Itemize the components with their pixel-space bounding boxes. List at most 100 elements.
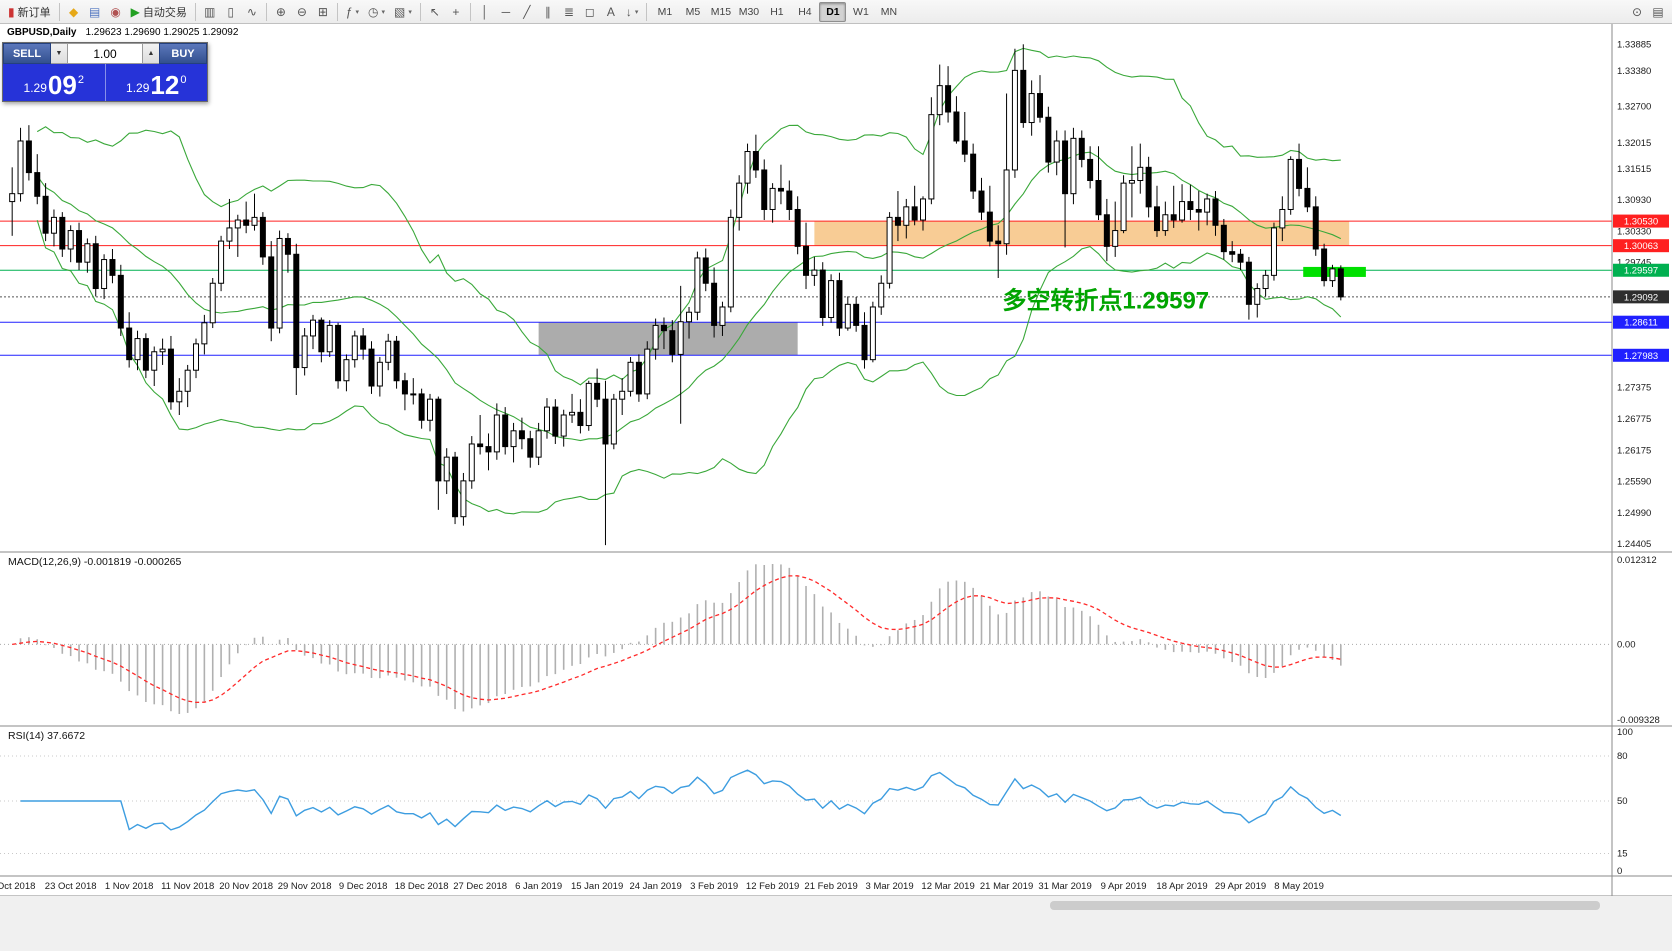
market-watch-button[interactable]: ◆ [64,2,84,22]
crosshair-button[interactable]: + [446,2,466,22]
date-tick-label: 31 Mar 2019 [1038,881,1091,892]
horizontal-line-button[interactable]: ─ [496,2,516,22]
trendline-button[interactable]: ╱ [517,2,537,22]
search-button[interactable]: ⊙ [1627,2,1647,22]
rsi-indicator-label: RSI(14) 37.6672 [8,730,85,742]
price-level-badge [1613,263,1669,277]
timeframe-m5-button[interactable]: M5 [679,2,706,22]
equidistant-channel-button[interactable]: ∥ [538,2,558,22]
candle-body [1095,180,1102,216]
candle-body [142,338,149,371]
sell-price-display[interactable]: 1.29 09 2 [3,64,106,101]
candle-body [1087,158,1094,182]
buy-button[interactable]: BUY [159,43,207,64]
timeframe-w1-button[interactable]: W1 [847,2,874,22]
candle-body [761,169,768,210]
arrow-objects-button[interactable]: ↓ ▾ [622,2,643,22]
candle-body [234,219,241,229]
candle-body [34,172,41,197]
toolbar-sep [419,2,421,21]
price-tick-label: 1.24405 [1617,539,1651,550]
window-list-button[interactable]: ▤ [1648,2,1668,22]
candlestick-chart-button[interactable]: ▯ [221,2,241,22]
candle-body [769,187,776,210]
candle-body [1011,69,1018,171]
timeframe-m30-button[interactable]: M30 [735,2,762,22]
price-tick-label: 1.33380 [1617,66,1651,77]
candle-body [1204,198,1211,213]
volume-decrease-button[interactable]: ▼ [51,43,67,64]
candle-body [435,398,442,482]
line-chart-button[interactable]: ∿ [242,2,262,22]
indicators-button[interactable]: ƒ ▾ [342,2,363,22]
symbol-ohlc-header: GBPUSD,Daily 1.29623 1.29690 1.29025 1.2… [7,27,238,38]
buy-price-display[interactable]: 1.29 12 0 [106,64,208,101]
timeframe-h4-label: H4 [798,5,812,18]
candle-body [660,324,667,332]
date-tick-label: 21 Mar 2019 [980,881,1033,892]
indicators-icon: ƒ [345,4,353,19]
zoom-out-button[interactable]: ⊖ [292,2,312,22]
horizontal-scrollbar-thumb[interactable] [1050,901,1600,910]
candle-body [677,321,684,355]
candle-body [518,430,525,440]
templates-button[interactable]: ▧ ▾ [390,2,416,22]
toolbar-sep [646,2,648,21]
chart-canvas[interactable]: 多空转折点1.29597 1.33885 1.33380 1.32700 1.32015… [0,24,1672,951]
price-level-badge-label: 1.30063 [1624,241,1658,252]
candle-body [1254,288,1261,305]
candle-body [293,253,300,369]
candle-body [936,85,943,116]
shapes-button[interactable]: ◻ [580,2,600,22]
price-level-badge [1613,348,1669,362]
candle-body [920,198,927,221]
volume-input[interactable]: 1.00 [67,43,143,64]
price-tick-label: 1.26775 [1617,414,1651,425]
arrow-objects-caret-icon: ▾ [634,8,639,16]
candle-body [101,259,108,290]
candle-body [9,193,16,203]
autotrading-button[interactable]: ▶ 自动交易 [127,2,191,22]
tile-windows-button[interactable]: ⊞ [313,2,333,22]
cursor-button[interactable]: ↖ [425,2,445,22]
price-level-badge [1613,214,1669,228]
date-tick-label: 15 Jan 2019 [571,881,623,892]
candle-body [995,240,1002,245]
price-level-badge-label: 1.30530 [1624,217,1658,228]
zoom-in-button[interactable]: ⊕ [271,2,291,22]
sell-price-prefix: 1.29 [23,81,47,95]
resistance-zone [814,221,1350,246]
timeframe-d1-button[interactable]: D1 [819,1,847,22]
volume-increase-button[interactable]: ▲ [143,43,159,64]
zoom-in-icon: ⊕ [275,4,286,19]
candle-body [443,456,450,482]
new-order-button[interactable]: ▮ 新订单 [4,2,55,22]
candle-body [485,446,492,453]
candle-body [1279,208,1286,229]
date-tick-label: 24 Jan 2019 [629,881,681,892]
timeframe-h1-button[interactable]: H1 [763,2,790,22]
date-tick-label: 9 Dec 2018 [339,881,388,892]
sell-button[interactable]: SELL [3,43,51,64]
timeframe-m15-button[interactable]: M15 [707,2,734,22]
timeframe-m1-button[interactable]: M1 [651,2,678,22]
data-window-button[interactable]: ▤ [85,2,105,22]
timeframe-h4-button[interactable]: H4 [791,2,818,22]
candle-body [644,348,651,395]
buy-price-prefix: 1.29 [126,81,150,95]
bar-chart-button[interactable]: ▥ [200,2,220,22]
date-tick-label: 12 Mar 2019 [921,881,974,892]
text-label-icon: A [606,4,615,19]
candle-body [811,269,818,276]
macd-axis-min-label: -0.009328 [1617,715,1660,726]
price-level-badge-label: 1.28611 [1624,318,1658,329]
vertical-line-button[interactable]: │ [475,2,495,22]
text-label-button[interactable]: A [601,2,621,22]
price-axis: 1.33885 1.33380 1.32700 1.32015 1.31515 1.309… [1613,39,1669,550]
timeframe-mn-button[interactable]: MN [875,2,902,22]
periods-button[interactable]: ◷ ▾ [364,2,389,22]
candle-body [251,216,258,226]
equidistant-channel-icon: ∥ [544,4,551,19]
terminal-panel-button[interactable]: ◉ [106,2,126,22]
fibonacci-button[interactable]: ≣ [559,2,579,22]
